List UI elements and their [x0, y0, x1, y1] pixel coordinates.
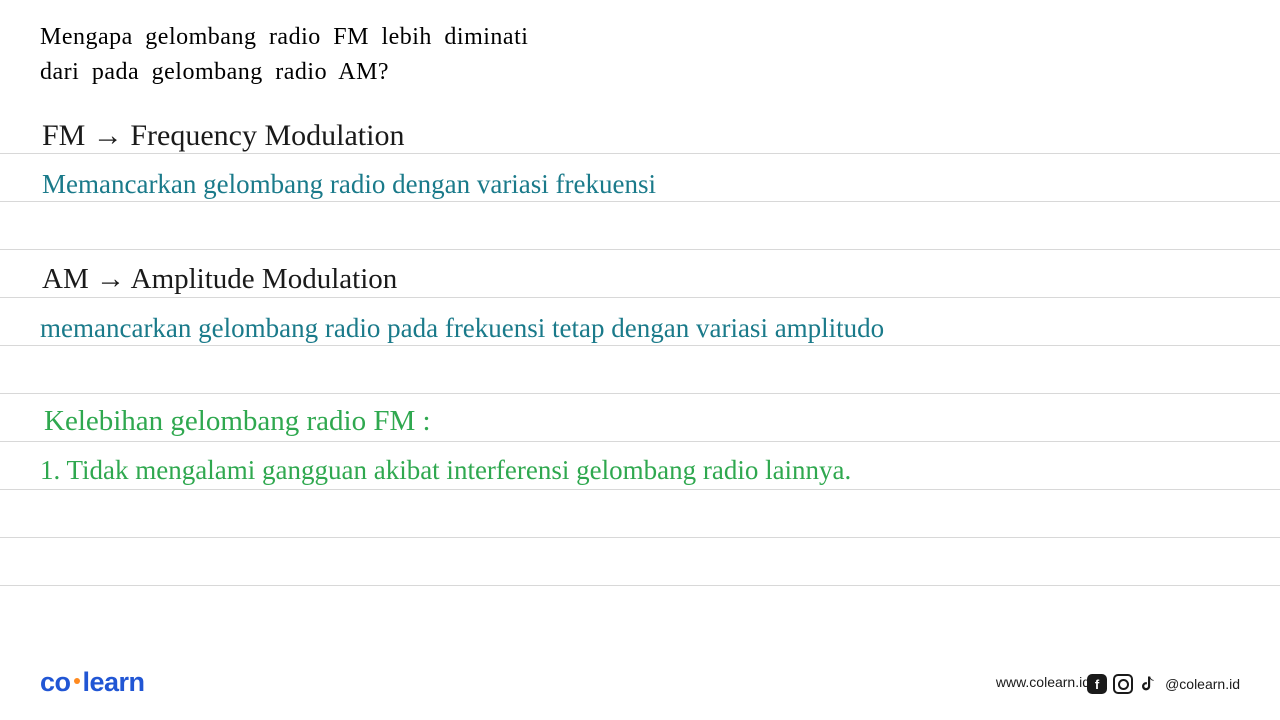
social-icons: f @colearn.id	[1087, 674, 1240, 694]
rule-line	[0, 153, 1280, 154]
tiktok-icon	[1139, 674, 1157, 694]
social-handle: @colearn.id	[1165, 676, 1240, 692]
notebook-lines: FM → Frequency Modulation Memancarkan ge…	[0, 105, 1280, 625]
rule-line	[0, 537, 1280, 538]
note-advantage-1: 1. Tidak mengalami gangguan akibat inter…	[40, 457, 851, 484]
rule-line	[0, 297, 1280, 298]
note-am-title: AM → Amplitude Modulation	[42, 265, 397, 294]
rule-line	[0, 585, 1280, 586]
website-url: www.colearn.id	[996, 674, 1090, 690]
note-advantage-title: Kelebihan gelombang radio FM :	[44, 407, 431, 436]
note-fm-desc: Memancarkan gelombang radio dengan varia…	[42, 171, 656, 198]
question-text: Mengapa gelombang radio FM lebih diminat…	[40, 20, 560, 90]
facebook-icon: f	[1087, 674, 1107, 694]
rule-line	[0, 201, 1280, 202]
rule-line	[0, 345, 1280, 346]
note-fm-title: FM → Frequency Modulation	[42, 121, 404, 151]
footer: colearn www.colearn.id f @colearn.id	[0, 658, 1280, 698]
rule-line	[0, 441, 1280, 442]
brand-logo: colearn	[40, 667, 145, 698]
logo-dot-icon	[74, 678, 80, 684]
rule-line	[0, 489, 1280, 490]
rule-line	[0, 249, 1280, 250]
note-am-desc: memancarkan gelombang radio pada frekuen…	[40, 315, 884, 342]
instagram-icon	[1113, 674, 1133, 694]
rule-line	[0, 393, 1280, 394]
logo-learn: learn	[83, 667, 145, 697]
logo-co: co	[40, 667, 71, 697]
